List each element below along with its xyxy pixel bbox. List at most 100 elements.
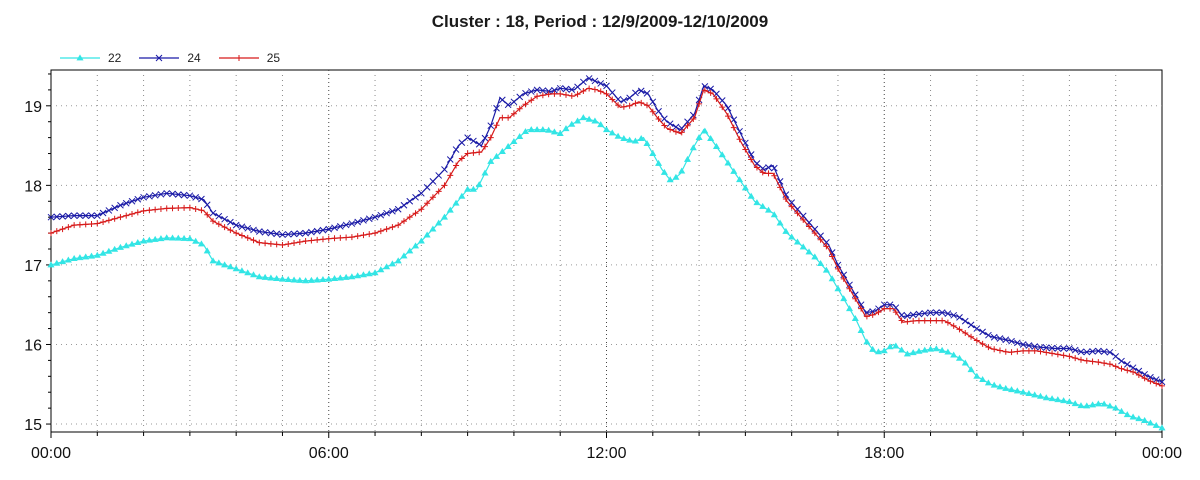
data-point-24 [70,212,78,219]
data-point-22 [822,266,830,273]
data-point-22 [730,167,738,174]
data-point-25 [742,146,749,153]
data-point-24 [730,116,738,124]
data-point-22 [284,276,292,283]
x-tick-label: 00:00 [1142,445,1182,462]
data-point-24 [435,172,443,179]
data-point-22 [504,142,512,149]
data-point-24 [1100,348,1108,355]
data-point-22 [302,277,310,284]
data-point-25 [377,228,384,235]
data-point-22 [545,126,553,133]
data-point-22 [1100,400,1108,407]
legend-swatch-marker-3 [235,55,242,61]
axis-layer: 00:00 06:00 12:00 18:00 00:00 15 16 17 18 19 [24,73,1182,462]
chart-title: Cluster : 18, Period : 12/9/2009-12/10/2… [431,12,769,31]
data-point-25 [169,205,176,212]
data-point-25 [505,114,512,121]
data-point-24 [389,207,396,215]
data-point-25 [979,340,986,347]
data-point-25 [389,224,396,231]
data-point-25 [545,91,552,98]
data-point-24 [539,87,547,94]
series-line-1 [50,117,1163,429]
data-point-25 [753,164,760,171]
data-point-25 [973,337,980,344]
data-point-25 [256,239,263,246]
data-point-24 [527,88,535,95]
data-point-25 [105,217,112,224]
data-point-25 [1124,367,1131,374]
data-point-22 [64,256,72,263]
x-tick-label: 12:00 [586,445,626,462]
data-point-25 [603,90,610,97]
data-point-24 [1129,364,1137,372]
data-point-25 [1054,351,1061,358]
data-point-25 [620,103,627,110]
data-point-25 [493,122,500,129]
data-point-22 [1117,407,1126,414]
data-point-24 [533,86,541,94]
data-point-24 [643,90,651,97]
data-point-24 [423,183,431,191]
data-point-24 [215,212,223,220]
data-point-22 [574,117,582,124]
data-point-24 [296,230,304,237]
data-point-24 [261,228,269,236]
data-point-24 [105,207,113,214]
data-point-24 [354,218,362,226]
data-point-22 [105,247,113,254]
data-point-25 [644,102,651,109]
data-point-22 [585,115,593,122]
data-point-24 [516,93,524,101]
data-point-25 [1118,365,1125,372]
data-point-25 [950,322,957,329]
data-point-25 [713,95,720,102]
data-point-25 [487,134,494,141]
data-point-25 [1159,382,1165,389]
data-point-25 [725,113,732,120]
data-point-25 [296,239,303,246]
data-point-22 [799,243,807,250]
data-point-24 [417,189,425,197]
data-point-22 [481,169,489,176]
data-point-24 [1152,376,1160,383]
data-point-22 [805,248,813,255]
data-point-25 [1037,348,1044,355]
data-point-25 [1130,368,1137,375]
data-point-22 [255,273,263,280]
data-point-22 [383,263,391,270]
data-point-25 [534,93,541,100]
data-point-24 [661,115,668,123]
data-point-22 [244,269,252,276]
data-point-24 [325,225,333,233]
data-point-25 [59,226,66,233]
data-point-22 [626,136,634,143]
data-point-25 [869,311,876,318]
legend-marker-25 [235,55,242,61]
data-point-25 [829,253,836,260]
data-point-22 [921,346,929,353]
data-point-25 [406,214,413,221]
data-point-24 [886,301,894,309]
data-point-25 [291,240,298,247]
data-point-22 [637,135,645,142]
data-point-24 [1054,345,1062,352]
data-point-24 [632,89,639,97]
legend-swatch-marker-2 [156,54,163,62]
data-point-22 [446,206,454,213]
data-point-22 [909,349,917,356]
data-point-22 [412,242,420,249]
data-point-24 [250,226,257,234]
data-point-25 [806,223,813,230]
data-point-24 [342,221,350,229]
data-point-25 [985,344,992,351]
data-point-24 [915,310,923,318]
data-point-22 [70,254,78,261]
data-point-24 [53,213,61,221]
data-point-22 [157,235,165,242]
data-point-25 [557,90,564,97]
data-point-25 [777,184,784,191]
data-point-22 [701,127,709,134]
data-point-25 [852,295,859,302]
